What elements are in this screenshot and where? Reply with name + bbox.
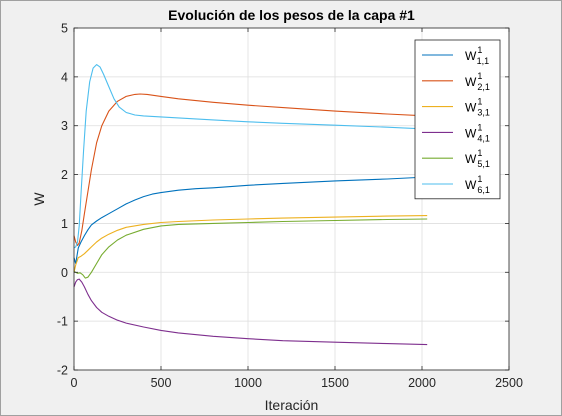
legend-entry: W1 3,1 <box>465 97 490 118</box>
series-line-2-1 <box>73 93 428 246</box>
y-tick-label: -1 <box>57 315 68 329</box>
x-tick-label: 1500 <box>321 376 349 390</box>
y-tick-label: -2 <box>57 364 68 378</box>
legend-entry: W1 6,1 <box>465 174 490 195</box>
chart-title: Evolución de los pesos de la capa #1 <box>168 7 415 23</box>
series-line-4-1 <box>73 278 428 346</box>
x-tick-label: 2500 <box>495 376 523 390</box>
series-lines <box>73 64 428 346</box>
legend[interactable]: W1 1,1 W1 2,1 W1 3,1 W1 4,1 W1 5,1 W1 6,1 <box>414 39 501 200</box>
legend-box <box>414 39 501 200</box>
x-tick-label: 1000 <box>234 376 262 390</box>
y-tick-label: 4 <box>61 70 68 84</box>
y-axis-label: W <box>31 192 47 206</box>
y-tick-label: 5 <box>61 22 68 36</box>
x-tick-label: 500 <box>151 376 172 390</box>
series-line-6-1 <box>73 64 428 249</box>
series-line-5-1 <box>73 218 428 279</box>
axis-ticks: 0 500 1000 1500 2000 2500 -2 -1 0 1 2 3 4 5 <box>57 22 523 391</box>
x-axis-label: Iteración <box>265 397 319 413</box>
x-tick-label: 2000 <box>408 376 436 390</box>
y-tick-label: 0 <box>61 266 68 280</box>
y-tick-label: 3 <box>61 119 68 133</box>
legend-entry: W1 1,1 <box>465 45 489 66</box>
legend-entry: W1 2,1 <box>465 71 490 92</box>
series-line-3-1 <box>73 215 428 273</box>
axes-box <box>73 27 510 371</box>
legend-entry: W1 4,1 <box>465 122 490 143</box>
x-tick-label: 0 <box>71 376 78 390</box>
y-tick-label: 2 <box>61 168 68 182</box>
y-tick-label: 1 <box>61 217 68 231</box>
legend-entry: W1 5,1 <box>465 148 490 169</box>
series-line-1-1 <box>73 176 428 265</box>
